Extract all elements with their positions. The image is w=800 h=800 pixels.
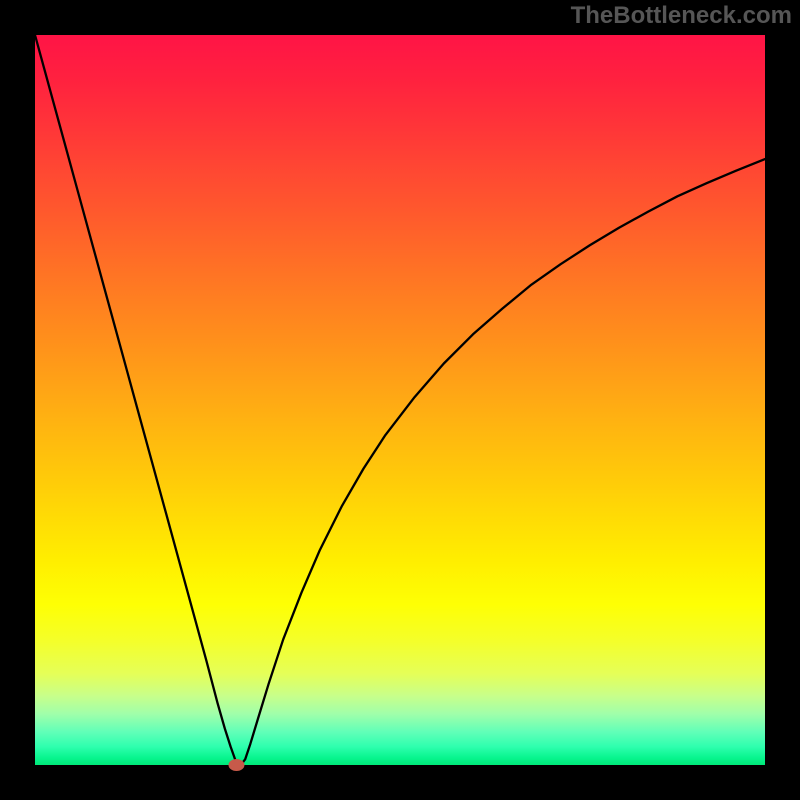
- gradient-plot-area: [35, 35, 765, 765]
- min-point-marker: [228, 759, 244, 771]
- chart-canvas: { "watermark": { "text": "TheBottleneck.…: [0, 0, 800, 800]
- watermark-text: TheBottleneck.com: [571, 2, 792, 30]
- bottleneck-curve-chart: [0, 0, 800, 800]
